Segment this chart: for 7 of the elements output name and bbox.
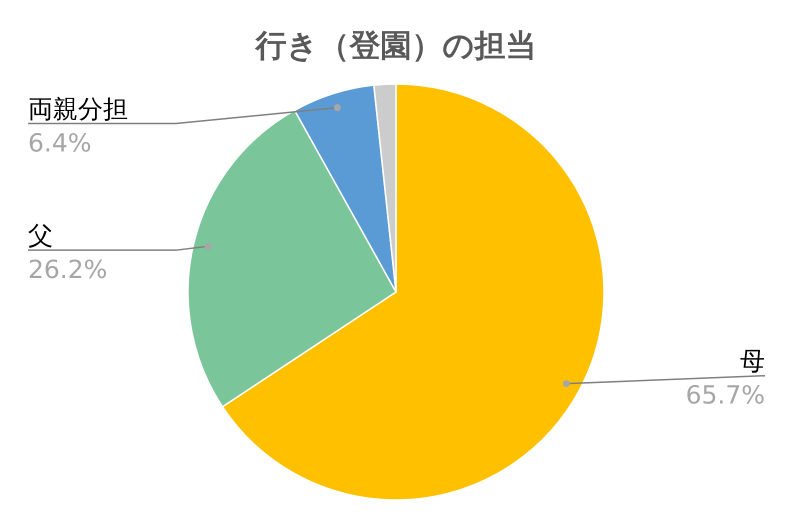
title: 行き（登園）の担当 <box>256 28 536 64</box>
data-label: 6.4% <box>28 128 92 158</box>
data-label: 26.2% <box>28 255 108 284</box>
slice-label: 母 <box>740 346 765 376</box>
slice-label: 父 <box>28 221 53 250</box>
data-label: 65.7% <box>686 380 765 410</box>
slice-label: 両親分担 <box>28 94 128 124</box>
